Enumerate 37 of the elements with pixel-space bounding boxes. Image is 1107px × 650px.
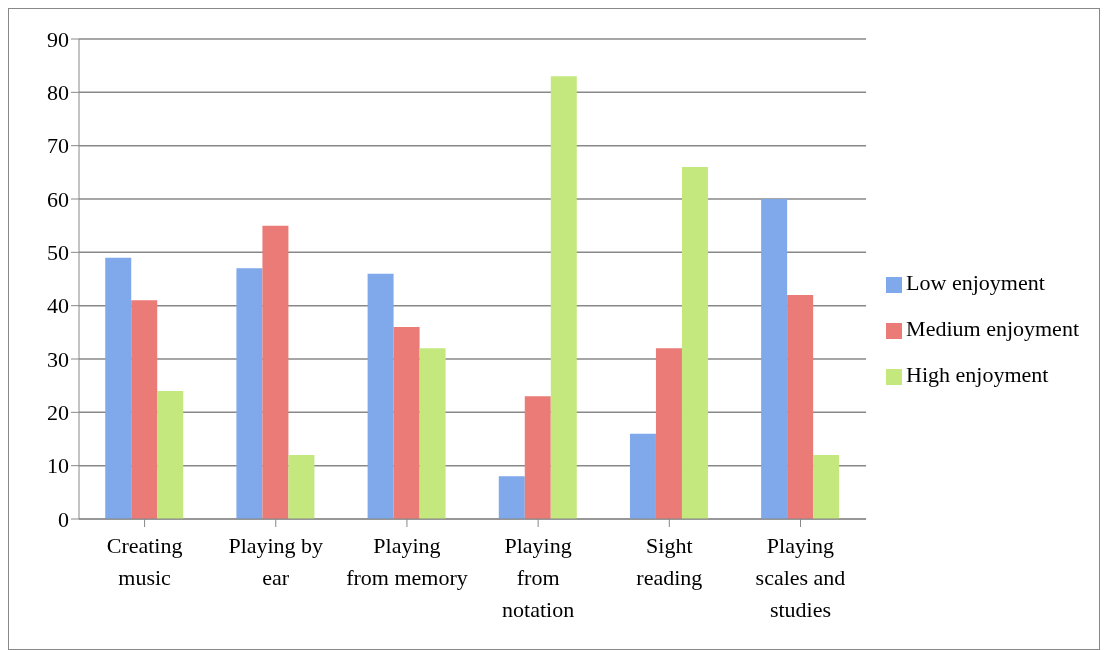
bar [524,396,551,519]
x-tick-label: Playing from memory [346,533,468,590]
bar [236,268,263,519]
bar [681,167,708,519]
y-tick-label: 60 [47,186,69,212]
x-tick-label: Sight reading [636,533,703,590]
bar [629,433,656,519]
x-tick-label: Playing by ear [228,533,324,590]
x-tick-label: Playing from notation [502,533,575,622]
bar [813,455,840,519]
y-tick-label: 20 [47,400,69,426]
y-tick-label: 50 [47,240,69,266]
bar [655,348,682,519]
bar [262,225,289,519]
y-tick-label: 70 [47,133,69,159]
bar [761,199,788,519]
bar [157,391,184,519]
legend-label: High enjoyment [906,362,1049,387]
bar [367,273,394,519]
bar [787,295,814,519]
y-tick-label: 80 [47,80,69,106]
x-tick-label: Creating music [106,533,183,590]
y-tick-label: 10 [47,453,69,479]
bar [550,76,577,519]
y-tick-label: 0 [58,506,69,532]
bar [498,476,525,519]
bar [105,257,132,519]
bar [131,300,158,519]
legend-label: Low enjoyment [906,270,1045,295]
bar [288,455,315,519]
bar [419,348,446,519]
legend-label: Medium enjoyment [906,316,1079,341]
y-tick-label: 90 [47,26,69,52]
x-tick-label: Playing scales and studies [755,533,846,622]
y-tick-label: 30 [47,346,69,372]
bar [393,327,420,519]
y-tick-label: 40 [47,293,69,319]
